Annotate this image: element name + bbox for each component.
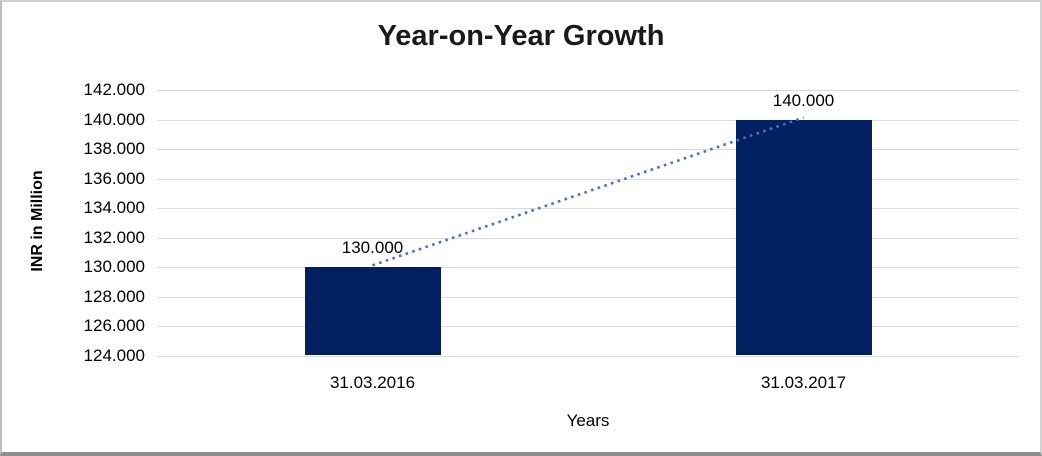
bar-value-label: 130.000	[341, 238, 404, 257]
y-tick-label: 132.000	[83, 228, 145, 247]
gridline	[157, 120, 1019, 121]
gridline	[157, 238, 1019, 239]
y-tick-label: 142.000	[83, 80, 145, 99]
gridline	[157, 356, 1019, 357]
bar-value-label: 140.000	[772, 91, 835, 110]
chart-title: Year-on-Year Growth	[377, 20, 665, 52]
gridline	[157, 297, 1019, 298]
gridline	[157, 326, 1019, 327]
gridline	[157, 267, 1019, 268]
gridline	[157, 208, 1019, 209]
gridline	[157, 179, 1019, 180]
y-tick-label: 126.000	[83, 316, 145, 335]
x-axis-title: Years	[566, 411, 610, 430]
y-tick-label: 136.000	[83, 169, 145, 188]
x-tick-label: 31.03.2016	[329, 373, 416, 392]
x-tick-label: 31.03.2017	[760, 373, 847, 392]
y-tick-label: 138.000	[83, 139, 145, 158]
y-tick-label: 130.000	[83, 257, 145, 276]
y-tick-label: 124.000	[83, 346, 145, 365]
bar	[736, 120, 872, 355]
y-tick-label: 128.000	[83, 287, 145, 306]
gridline	[157, 90, 1019, 91]
y-tick-label: 134.000	[83, 198, 145, 217]
y-tick-label: 140.000	[83, 110, 145, 129]
gridline	[157, 149, 1019, 150]
bar	[305, 267, 441, 355]
